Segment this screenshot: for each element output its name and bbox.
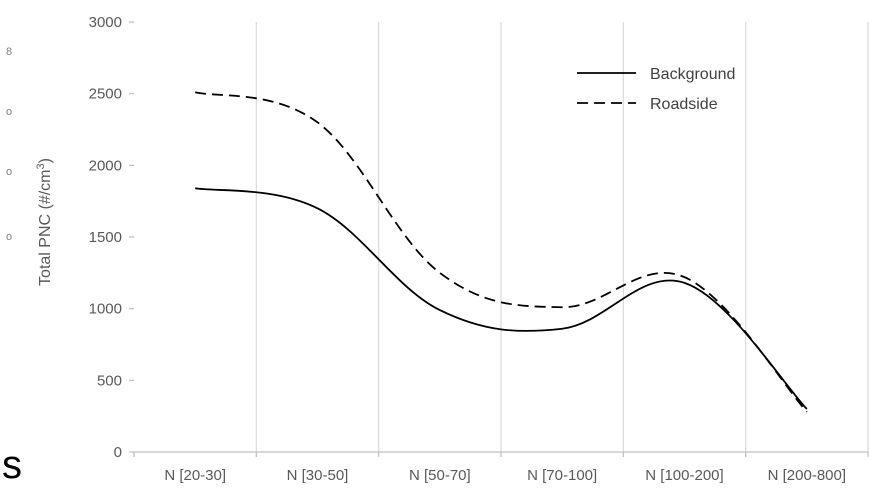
x-tick-label: N [20-30] bbox=[164, 467, 226, 484]
legend: Background Roadside bbox=[577, 66, 735, 113]
y-tick-label: 500 bbox=[97, 372, 122, 389]
y-tick-label: 1000 bbox=[89, 301, 122, 318]
series-lines bbox=[194, 91, 808, 413]
y-tick-label: 1500 bbox=[89, 229, 122, 246]
cropped-letter-fragment: s bbox=[2, 443, 22, 487]
x-tick-label: N [100-200] bbox=[645, 467, 723, 484]
svg-text:8: 8 bbox=[6, 46, 12, 58]
y-axis-ticks: 0 500 1000 1500 2000 2500 3000 bbox=[89, 14, 134, 461]
x-tick-label: N [50-70] bbox=[409, 467, 471, 484]
legend-label-background: Background bbox=[650, 66, 735, 83]
y-tick-label: 2000 bbox=[89, 157, 122, 174]
svg-text:o: o bbox=[6, 106, 12, 118]
svg-text:o: o bbox=[6, 166, 12, 178]
x-tick-label: N [30-50] bbox=[287, 467, 349, 484]
y-tick-label: 0 bbox=[114, 444, 122, 461]
y-tick-label: 3000 bbox=[89, 14, 122, 31]
x-tick-label: N [70-100] bbox=[527, 467, 597, 484]
y-tick-label: 2500 bbox=[89, 86, 122, 103]
gridlines bbox=[133, 22, 869, 457]
x-tick-label: N [200-800] bbox=[768, 467, 846, 484]
series-line-roadside bbox=[194, 91, 808, 413]
y-axis-label: Total PNC (#/cm3) bbox=[35, 158, 54, 286]
cropped-edge-fragment: 8 o o o s bbox=[2, 46, 22, 487]
series-line-background bbox=[195, 187, 808, 410]
legend-label-roadside: Roadside bbox=[650, 96, 718, 113]
svg-text:o: o bbox=[6, 231, 12, 243]
x-axis-ticks: N [20-30] N [30-50] N [50-70] N [70-100] N [… bbox=[164, 467, 846, 484]
